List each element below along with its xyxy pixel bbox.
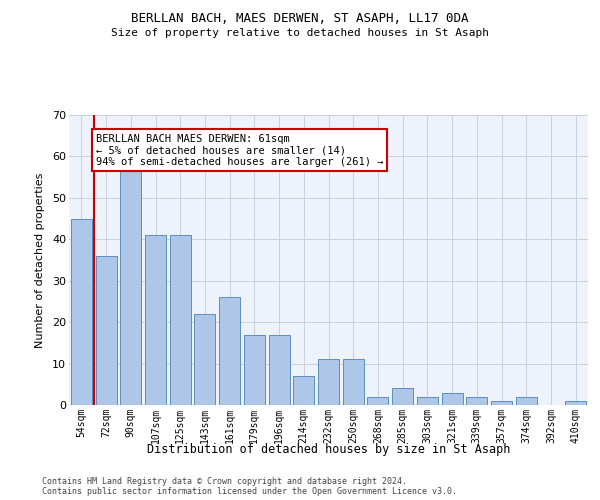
Text: Contains HM Land Registry data © Crown copyright and database right 2024.: Contains HM Land Registry data © Crown c… <box>42 478 407 486</box>
Text: Size of property relative to detached houses in St Asaph: Size of property relative to detached ho… <box>111 28 489 38</box>
Bar <box>120 164 141 405</box>
Bar <box>95 256 116 405</box>
Y-axis label: Number of detached properties: Number of detached properties <box>35 172 45 348</box>
Text: BERLLAN BACH, MAES DERWEN, ST ASAPH, LL17 0DA: BERLLAN BACH, MAES DERWEN, ST ASAPH, LL1… <box>131 12 469 26</box>
Bar <box>442 392 463 405</box>
Bar <box>466 396 487 405</box>
Bar <box>367 396 388 405</box>
Bar <box>145 235 166 405</box>
Bar <box>170 235 191 405</box>
Bar <box>244 334 265 405</box>
Text: Contains public sector information licensed under the Open Government Licence v3: Contains public sector information licen… <box>42 488 457 496</box>
Bar <box>417 396 438 405</box>
Bar <box>392 388 413 405</box>
Bar <box>343 360 364 405</box>
Bar <box>565 401 586 405</box>
Bar <box>516 396 537 405</box>
Bar <box>318 360 339 405</box>
Text: BERLLAN BACH MAES DERWEN: 61sqm
← 5% of detached houses are smaller (14)
94% of : BERLLAN BACH MAES DERWEN: 61sqm ← 5% of … <box>95 134 383 167</box>
Bar <box>269 334 290 405</box>
Bar <box>71 218 92 405</box>
Bar <box>293 376 314 405</box>
Bar <box>219 298 240 405</box>
Text: Distribution of detached houses by size in St Asaph: Distribution of detached houses by size … <box>147 442 511 456</box>
Bar <box>194 314 215 405</box>
Bar <box>491 401 512 405</box>
